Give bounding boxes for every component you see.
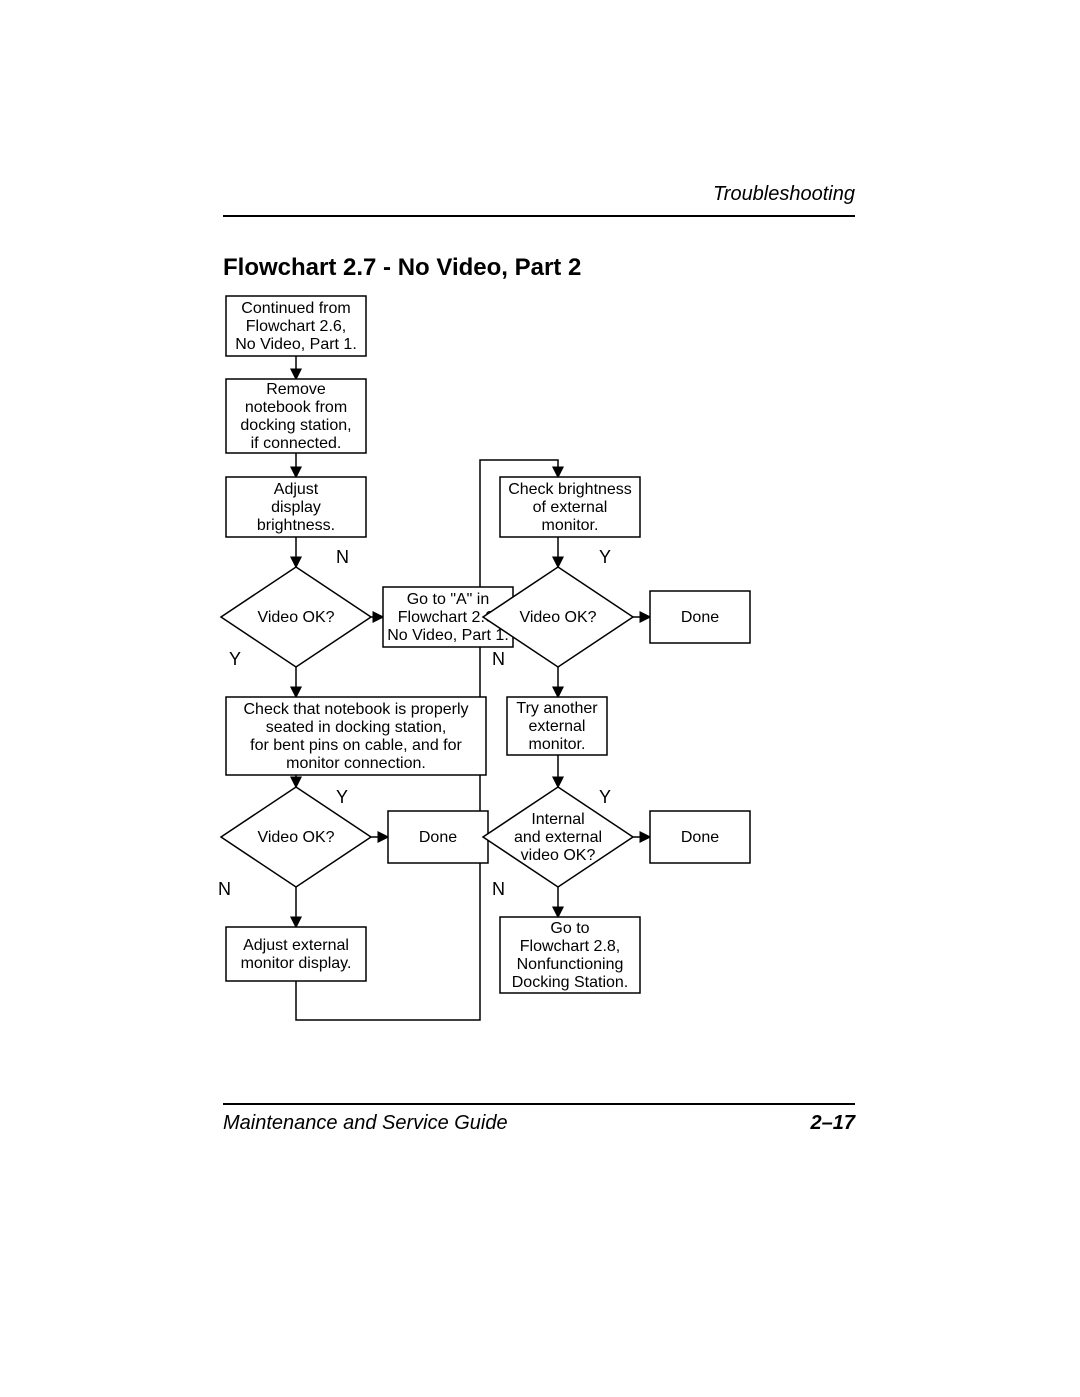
node-text: monitor. [542,517,599,534]
node-text: Adjust [274,481,319,498]
edge-label: N [218,879,231,899]
node-text: Done [419,829,457,846]
page: Troubleshooting Flowchart 2.7 - No Video… [0,0,1080,1397]
node-text: Check brightness [508,481,632,498]
flowchart-svg: NYYNYNYNContinued fromFlowchart 2.6,No V… [210,290,770,1060]
node-text: Video OK? [257,609,334,626]
node-text: Video OK? [257,829,334,846]
node-text: monitor. [529,736,586,753]
footer-rule [223,1103,855,1105]
header-label: Troubleshooting [713,183,855,206]
footer-right: 2–17 [811,1112,856,1135]
process-node [226,927,366,981]
node-text: notebook from [245,399,347,416]
edge-label: N [336,547,349,567]
node-text: Docking Station. [512,974,629,991]
flowchart-title: Flowchart 2.7 - No Video, Part 2 [223,254,581,282]
footer-left: Maintenance and Service Guide [223,1112,508,1135]
edge-label: Y [336,787,348,807]
node-text: brightness. [257,517,335,534]
edge-label: N [492,879,505,899]
node-text: Video OK? [519,609,596,626]
node-text: seated in docking station, [266,719,447,736]
node-text: video OK? [521,847,596,864]
node-text: external [529,718,586,735]
edge-label: Y [599,787,611,807]
node-text: No Video, Part 1. [387,627,509,644]
node-text: Done [681,609,719,626]
edge-label: Y [599,547,611,567]
node-text: Check that notebook is properly [243,701,468,718]
node-text: of external [533,499,608,516]
node-text: Go to "A" in [407,591,490,608]
node-text: Adjust external [243,937,349,954]
edge-label: Y [229,649,241,669]
node-text: if connected. [251,435,342,452]
edge-label: N [492,649,505,669]
node-text: Go to [550,920,589,937]
node-text: and external [514,829,602,846]
node-text: No Video, Part 1. [235,336,357,353]
node-text: Continued from [241,300,350,317]
header-rule [223,215,855,217]
node-text: Nonfunctioning [517,956,624,973]
node-text: Try another [516,700,598,717]
node-text: Flowchart 2.6, [246,318,346,335]
node-text: monitor display. [241,955,352,972]
node-text: display [271,499,321,516]
node-text: Internal [531,811,584,828]
node-text: for bent pins on cable, and for [250,737,462,754]
node-text: Remove [266,381,326,398]
node-text: Flowchart 2.8, [520,938,620,955]
node-text: monitor connection. [286,755,426,772]
node-text: docking station, [240,417,351,434]
node-text: Done [681,829,719,846]
